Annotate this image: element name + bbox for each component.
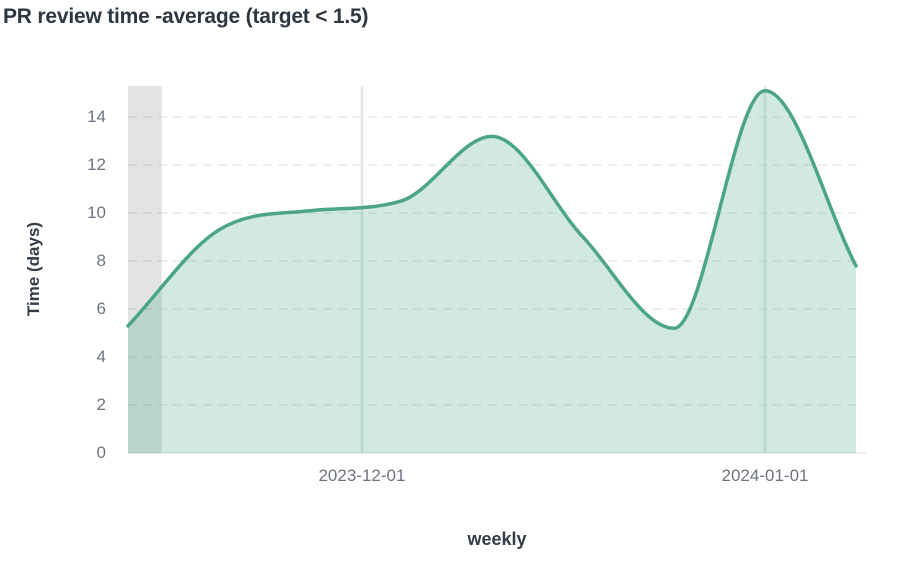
y-tick-label: 0 [96, 443, 106, 462]
y-tick-label: 4 [96, 347, 106, 367]
chart-title: PR review time -average (target < 1.5) [3, 5, 369, 28]
highlight-band [128, 86, 162, 453]
y-tick-label: 8 [96, 251, 106, 271]
area-fill [128, 90, 856, 454]
trend-line [126, 89, 858, 331]
y-tick-label: 12 [87, 155, 106, 175]
y-tick-label: 6 [96, 299, 106, 319]
x-axis-title: weekly [467, 529, 527, 549]
y-tick-label: 14 [87, 107, 106, 127]
y-tick-label: 2 [96, 395, 106, 415]
y-tick-label: 10 [87, 203, 106, 223]
x-tick-label: 2024-01-01 [721, 466, 809, 485]
x-tick-label: 2023-12-01 [318, 466, 406, 485]
